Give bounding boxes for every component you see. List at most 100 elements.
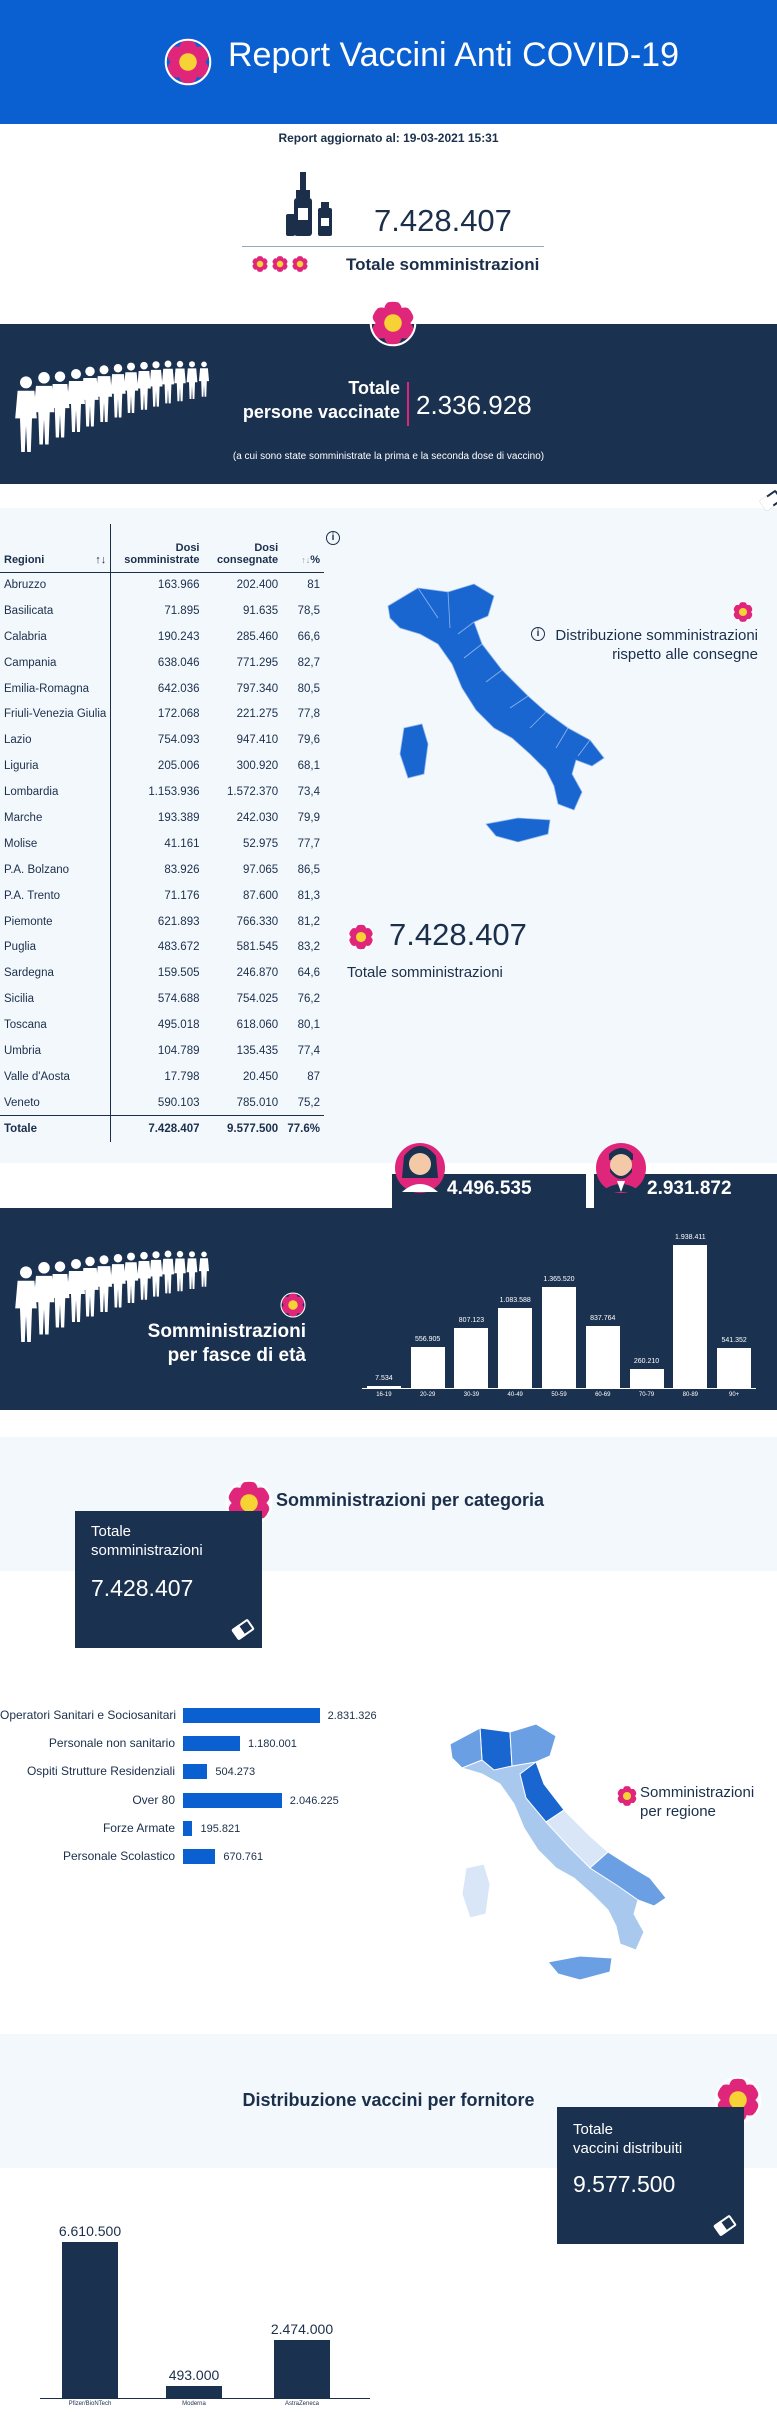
age-bar[interactable] [542,1286,576,1388]
male-count: 2.931.872 [647,1178,732,1199]
supplier-title: Distribuzione vaccini per fornitore [242,2090,535,2110]
age-bar[interactable] [717,1347,752,1388]
info-icon[interactable]: i [326,531,340,545]
cell-delivered: 771.295 [236,656,279,669]
category-bar[interactable] [183,1708,320,1723]
age-bar[interactable] [629,1368,664,1388]
cell-administered: 205.006 [157,760,200,773]
category-bar-value: 1.180.001 [247,1738,297,1751]
cell-pct: 81,2 [297,915,320,928]
cell-delivered: 785.010 [236,1096,279,1109]
cell-name: Valle d'Aosta [0,1063,112,1090]
age-section-title: Somministrazioni per fasce di età [110,1320,306,1368]
card-label-line1: Totale [573,2121,614,2138]
vaccine-vials-icon [286,172,332,236]
map2-title-line1: Somministrazioni [640,1784,755,1801]
flower-icon [616,1785,638,1807]
category-bar[interactable] [183,1764,208,1780]
table-row: P.A. Trento 71.176 87.600 81,3 [0,882,324,909]
cell-name: Lazio [0,727,112,754]
cell-delivered: 246.870 [236,967,279,980]
vaccinated-label: Totale persone vaccinate [200,376,400,424]
table-row: Friuli-Venezia Giulia 172.068 221.275 77,8 [0,701,324,728]
age-bar-value: 1.938.411 [675,1233,706,1241]
cell-name: Sicilia [0,986,112,1013]
cell-pct: 81 [307,579,320,592]
age-bar-value: 807.123 [458,1317,485,1325]
cell-name: Toscana [0,1012,112,1039]
age-bar[interactable] [498,1307,533,1388]
total-administrations-label: Totale somministrazioni [346,255,540,274]
italy-map-region[interactable] [440,1716,680,1996]
report-updated-date: Report aggiornato al: 19-03-2021 15:31 [278,131,499,145]
cell-name: Lombardia [0,779,112,806]
age-bar[interactable] [410,1346,445,1388]
age-bar-category: 50-59 [551,1392,567,1398]
table-row: Piemonte 621.893 766.330 81,2 [0,908,324,935]
supplier-bar[interactable] [274,2339,330,2398]
age-bar-category: 40-49 [507,1392,523,1398]
cell-administered: 483.672 [157,941,200,954]
cell-delivered: 20.450 [242,1070,279,1083]
age-bar-category: 16-19 [376,1392,392,1398]
sort-icon[interactable]: ↑↓ [301,554,311,565]
cell-pct: 64,6 [297,967,320,980]
age-bar-category: 80-89 [682,1392,698,1398]
info-icon[interactable]: i [531,627,545,641]
cell-delivered: 618.060 [236,1019,279,1032]
supplier-bar-value: 2.474.000 [270,2320,334,2337]
card-value: 9.577.500 [573,2171,676,2197]
eraser-icon[interactable] [713,2214,737,2237]
cell-pct: 77,7 [297,837,320,850]
vaccinated-label-line1: Totale [348,378,400,398]
cell-delivered: 52.975 [242,837,279,850]
table-row: Umbria 104.789 135.435 77,4 [0,1038,324,1064]
regions-table: Regioni ↑↓ Dosi somministrate Dosi consegna… [0,524,324,1142]
cell-administered: 1.153.936 [148,786,200,799]
cell-pct: 87 [307,1070,320,1083]
cell-administered: 495.018 [157,1019,200,1032]
cell-name: Basilicata [0,597,112,624]
age-bar-value: 260.210 [633,1357,660,1365]
table-row: Calabria 190.243 285.460 66,6 [0,623,324,650]
age-bar[interactable] [585,1326,620,1388]
table-row: Abruzzo 163.966 202.400 81 [0,572,324,598]
cell-pct: 78,5 [297,604,320,617]
cell-administered: 754.093 [157,734,200,747]
card-label-line2: somministrazioni [91,1542,203,1559]
supplier-bar[interactable] [62,2242,118,2398]
category-title: Somministrazioni per categoria [276,1490,545,1510]
cell-administered: 172.068 [157,708,200,721]
vaccinated-value: 2.336.928 [416,390,532,420]
map-total-label: Totale somministrazioni [347,964,503,981]
header-delivered[interactable]: Dosi consegnate [203,524,283,573]
cell-pct: 68,1 [297,760,320,773]
category-bar-value: 670.761 [223,1851,264,1863]
age-bar[interactable] [454,1328,489,1388]
supplier-bar-value: 493.000 [168,2367,220,2384]
age-bar-value: 7.534 [375,1375,393,1382]
header-region[interactable]: Regioni ↑↓ [0,524,112,573]
cell-name: Umbria [0,1038,112,1064]
age-bar[interactable] [366,1386,401,1388]
cell-administered: 590.103 [157,1096,200,1109]
age-bar-value: 837.764 [590,1315,616,1322]
category-bar[interactable] [183,1792,282,1808]
supplier-bar[interactable] [166,2386,222,2398]
cell-delivered: 766.330 [236,915,279,928]
category-bar[interactable] [183,1736,240,1752]
map1-title: Distribuzione somministrazioni rispetto … [540,626,758,664]
sort-icon[interactable]: ↑↓ [95,553,107,566]
italy-map-distribution[interactable] [378,578,608,868]
header-administered[interactable]: Dosi somministrate [110,524,204,573]
card-label-line1: Totale [91,1523,132,1540]
crowd-illustration [15,360,210,452]
table-row: Sardegna 159.505 246.870 64,6 [0,960,324,987]
age-bar[interactable] [673,1244,708,1388]
eraser-icon[interactable] [231,1618,255,1641]
category-bar[interactable] [183,1849,216,1864]
header-pct[interactable]: ↑↓% [282,524,324,573]
category-bar[interactable] [183,1820,193,1836]
age-bar-chart: 7.534 16-19 556.905 20-29 807.123 30-39 1.083.… [362,1220,756,1404]
